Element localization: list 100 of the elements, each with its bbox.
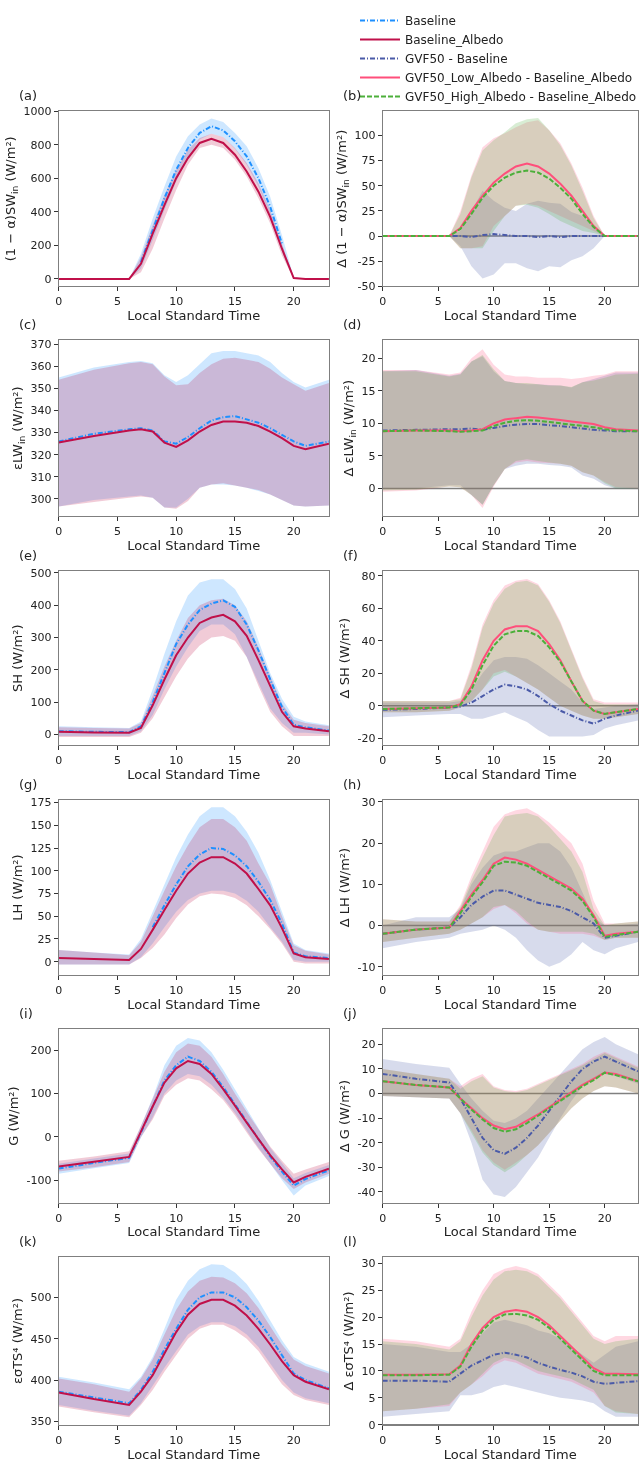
x-tick-label: 5 [434,983,442,997]
y-tick-label: 30 [361,795,376,809]
x-tick-label: 20 [286,1433,301,1447]
y-axis-title: Δ εσTS⁴ (W/m²) [341,1291,357,1391]
y-tick-label: 5 [368,1391,376,1405]
x-axis-title: Local Standard Time [127,1446,261,1462]
x-tick-label: 10 [486,1433,501,1447]
chart-title: (h) [343,777,362,792]
x-tick-label: 0 [55,294,63,308]
y-tick-label: -25 [357,255,376,269]
y-tick-label: 25 [37,932,52,946]
y-tick-label: 340 [30,404,52,418]
y-tick-label: 25 [361,1284,376,1298]
x-tick-label: 10 [169,1433,184,1447]
y-tick-label: 800 [30,138,52,152]
x-tick-label: 20 [286,1211,301,1225]
x-axis-title: Local Standard Time [127,307,261,323]
x-tick-label: 20 [597,753,612,767]
line-series [382,1055,639,1155]
y-tick-label: 330 [30,426,52,440]
x-tick-label: 15 [542,983,557,997]
x-tick-label: 15 [542,753,557,767]
y-axis-title: Δ SH (W/m²) [337,617,353,699]
chart-title: (d) [343,317,362,332]
y-tick-label: 10 [361,417,376,431]
chart-title: (k) [19,1234,37,1249]
chart-title: (i) [19,1006,33,1021]
y-tick-label: 60 [361,602,376,616]
y-tick-label: 400 [30,205,52,219]
x-tick-label: 10 [486,753,501,767]
y-tick-label: 1000 [23,104,52,118]
x-axis-title: Local Standard Time [127,537,261,553]
y-tick-label: 10 [361,1364,376,1378]
x-tick-label: 10 [486,524,501,538]
x-tick-label: 20 [597,1433,612,1447]
x-tick-label: 0 [55,983,63,997]
y-tick-label: 30 [361,1257,376,1271]
y-tick-label: 500 [30,566,52,580]
y-tick-label: 360 [30,360,52,374]
x-tick-label: 5 [113,1433,121,1447]
x-tick-label: 20 [597,524,612,538]
y-axis-title: Δ G (W/m²) [337,1079,353,1153]
x-tick-label: 5 [434,753,442,767]
x-tick-label: 5 [434,524,442,538]
y-tick-label: 310 [30,470,52,484]
y-tick-label: 50 [37,910,52,924]
y-tick-label: 100 [354,129,376,143]
y-axis-title: εσTS⁴ (W/m²) [10,1298,26,1385]
y-tick-label: 20 [361,837,376,850]
y-tick-label: 20 [361,352,376,366]
x-tick-label: 15 [227,294,242,308]
x-tick-label: 15 [542,1211,557,1225]
x-axis-title: Local Standard Time [443,1446,577,1462]
chart-title: (c) [19,317,37,332]
y-tick-label: 320 [30,448,52,462]
line-series [382,1351,639,1385]
y-tick-label: 15 [361,384,376,398]
x-tick-label: 5 [434,1211,442,1225]
x-tick-label: 10 [169,753,184,767]
x-tick-label: 15 [227,1433,242,1447]
y-tick-label: 100 [30,864,52,878]
x-tick-label: 20 [286,983,301,997]
y-tick-label: 300 [30,631,52,645]
x-tick-label: 10 [169,294,184,308]
y-tick-label: 0 [368,699,376,713]
x-tick-label: 20 [286,753,301,767]
y-tick-label: 40 [361,634,376,648]
y-tick-label: 350 [30,382,52,396]
y-tick-label: 0 [44,1130,52,1144]
y-tick-label: 0 [44,728,52,742]
y-tick-label: 100 [30,695,52,709]
x-axis-title: Local Standard Time [127,996,261,1012]
y-tick-label: 20 [361,667,376,681]
x-tick-label: 10 [486,1211,501,1225]
x-tick-label: 15 [227,753,242,767]
x-tick-label: 10 [486,294,501,308]
x-tick-label: 10 [486,983,501,997]
y-tick-label: 80 [361,569,376,583]
x-tick-label: 0 [379,1211,387,1225]
x-tick-label: 5 [434,1433,442,1447]
x-tick-label: 15 [227,524,242,538]
y-tick-label: 400 [30,1373,52,1387]
y-tick-label: 200 [30,1043,52,1057]
y-tick-label: 0 [368,1087,376,1101]
y-tick-label: 175 [30,796,52,810]
x-tick-label: 20 [597,294,612,308]
y-tick-label: 200 [30,663,52,677]
x-tick-label: 5 [434,294,442,308]
x-tick-label: 5 [113,524,121,538]
line-series [151,847,329,960]
x-tick-label: 15 [542,524,557,538]
y-tick-label: 5 [368,449,376,463]
x-tick-label: 5 [113,294,121,308]
x-tick-label: 10 [169,524,184,538]
line-series [382,419,639,433]
chart-title: (b) [343,88,362,103]
y-tick-label: 0 [44,955,52,969]
chart-title: (e) [19,548,38,563]
y-tick-label: 125 [30,841,52,855]
y-tick-label: 0 [368,919,376,933]
